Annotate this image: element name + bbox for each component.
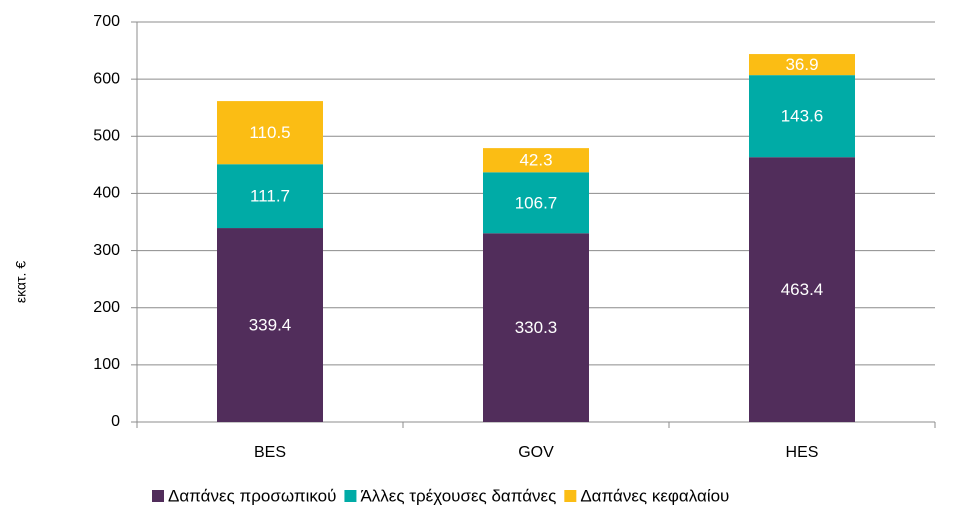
- data-label: 42.3: [519, 151, 552, 170]
- y-tick-label: 200: [93, 299, 120, 316]
- bar-segment: [749, 75, 855, 158]
- y-tick-label: 0: [111, 413, 120, 430]
- data-label: 330.3: [515, 318, 558, 337]
- legend-swatch: [152, 490, 164, 502]
- y-axis-label: εκατ. €: [13, 261, 29, 303]
- y-tick-label: 700: [93, 13, 120, 30]
- bar-segment: [749, 54, 855, 76]
- bar-segment: [483, 172, 589, 234]
- data-label: 106.7: [515, 193, 558, 212]
- x-tick-label: HES: [786, 444, 819, 461]
- data-label: 110.5: [249, 123, 290, 142]
- x-tick-label: GOV: [518, 444, 554, 461]
- y-tick-label: 400: [93, 185, 120, 202]
- y-tick-label: 300: [93, 242, 120, 259]
- bar-segment: [217, 101, 323, 165]
- bar-segment: [217, 164, 323, 229]
- legend-label: Δαπάνες κεφαλαίου: [580, 486, 729, 505]
- y-tick-label: 100: [93, 356, 120, 373]
- bar-segment: [217, 228, 323, 422]
- data-label: 339.4: [249, 316, 292, 335]
- bar-segment: [483, 148, 589, 173]
- legend-swatch: [564, 490, 577, 502]
- legend-label: Δαπάνες προσωπικού: [168, 486, 336, 505]
- data-label: 143.6: [781, 107, 824, 126]
- x-tick-label: BES: [254, 444, 286, 461]
- legend-label: Άλλες τρέχουσες δαπάνες: [360, 486, 556, 505]
- data-label: 36.9: [785, 55, 818, 74]
- legend-swatch: [344, 490, 357, 502]
- y-tick-label: 500: [93, 128, 120, 145]
- data-label: 111.7: [250, 187, 290, 206]
- data-label: 463.4: [781, 280, 824, 299]
- bar-segment: [749, 157, 855, 422]
- y-tick-label: 600: [93, 70, 120, 87]
- bar-segment: [483, 233, 589, 422]
